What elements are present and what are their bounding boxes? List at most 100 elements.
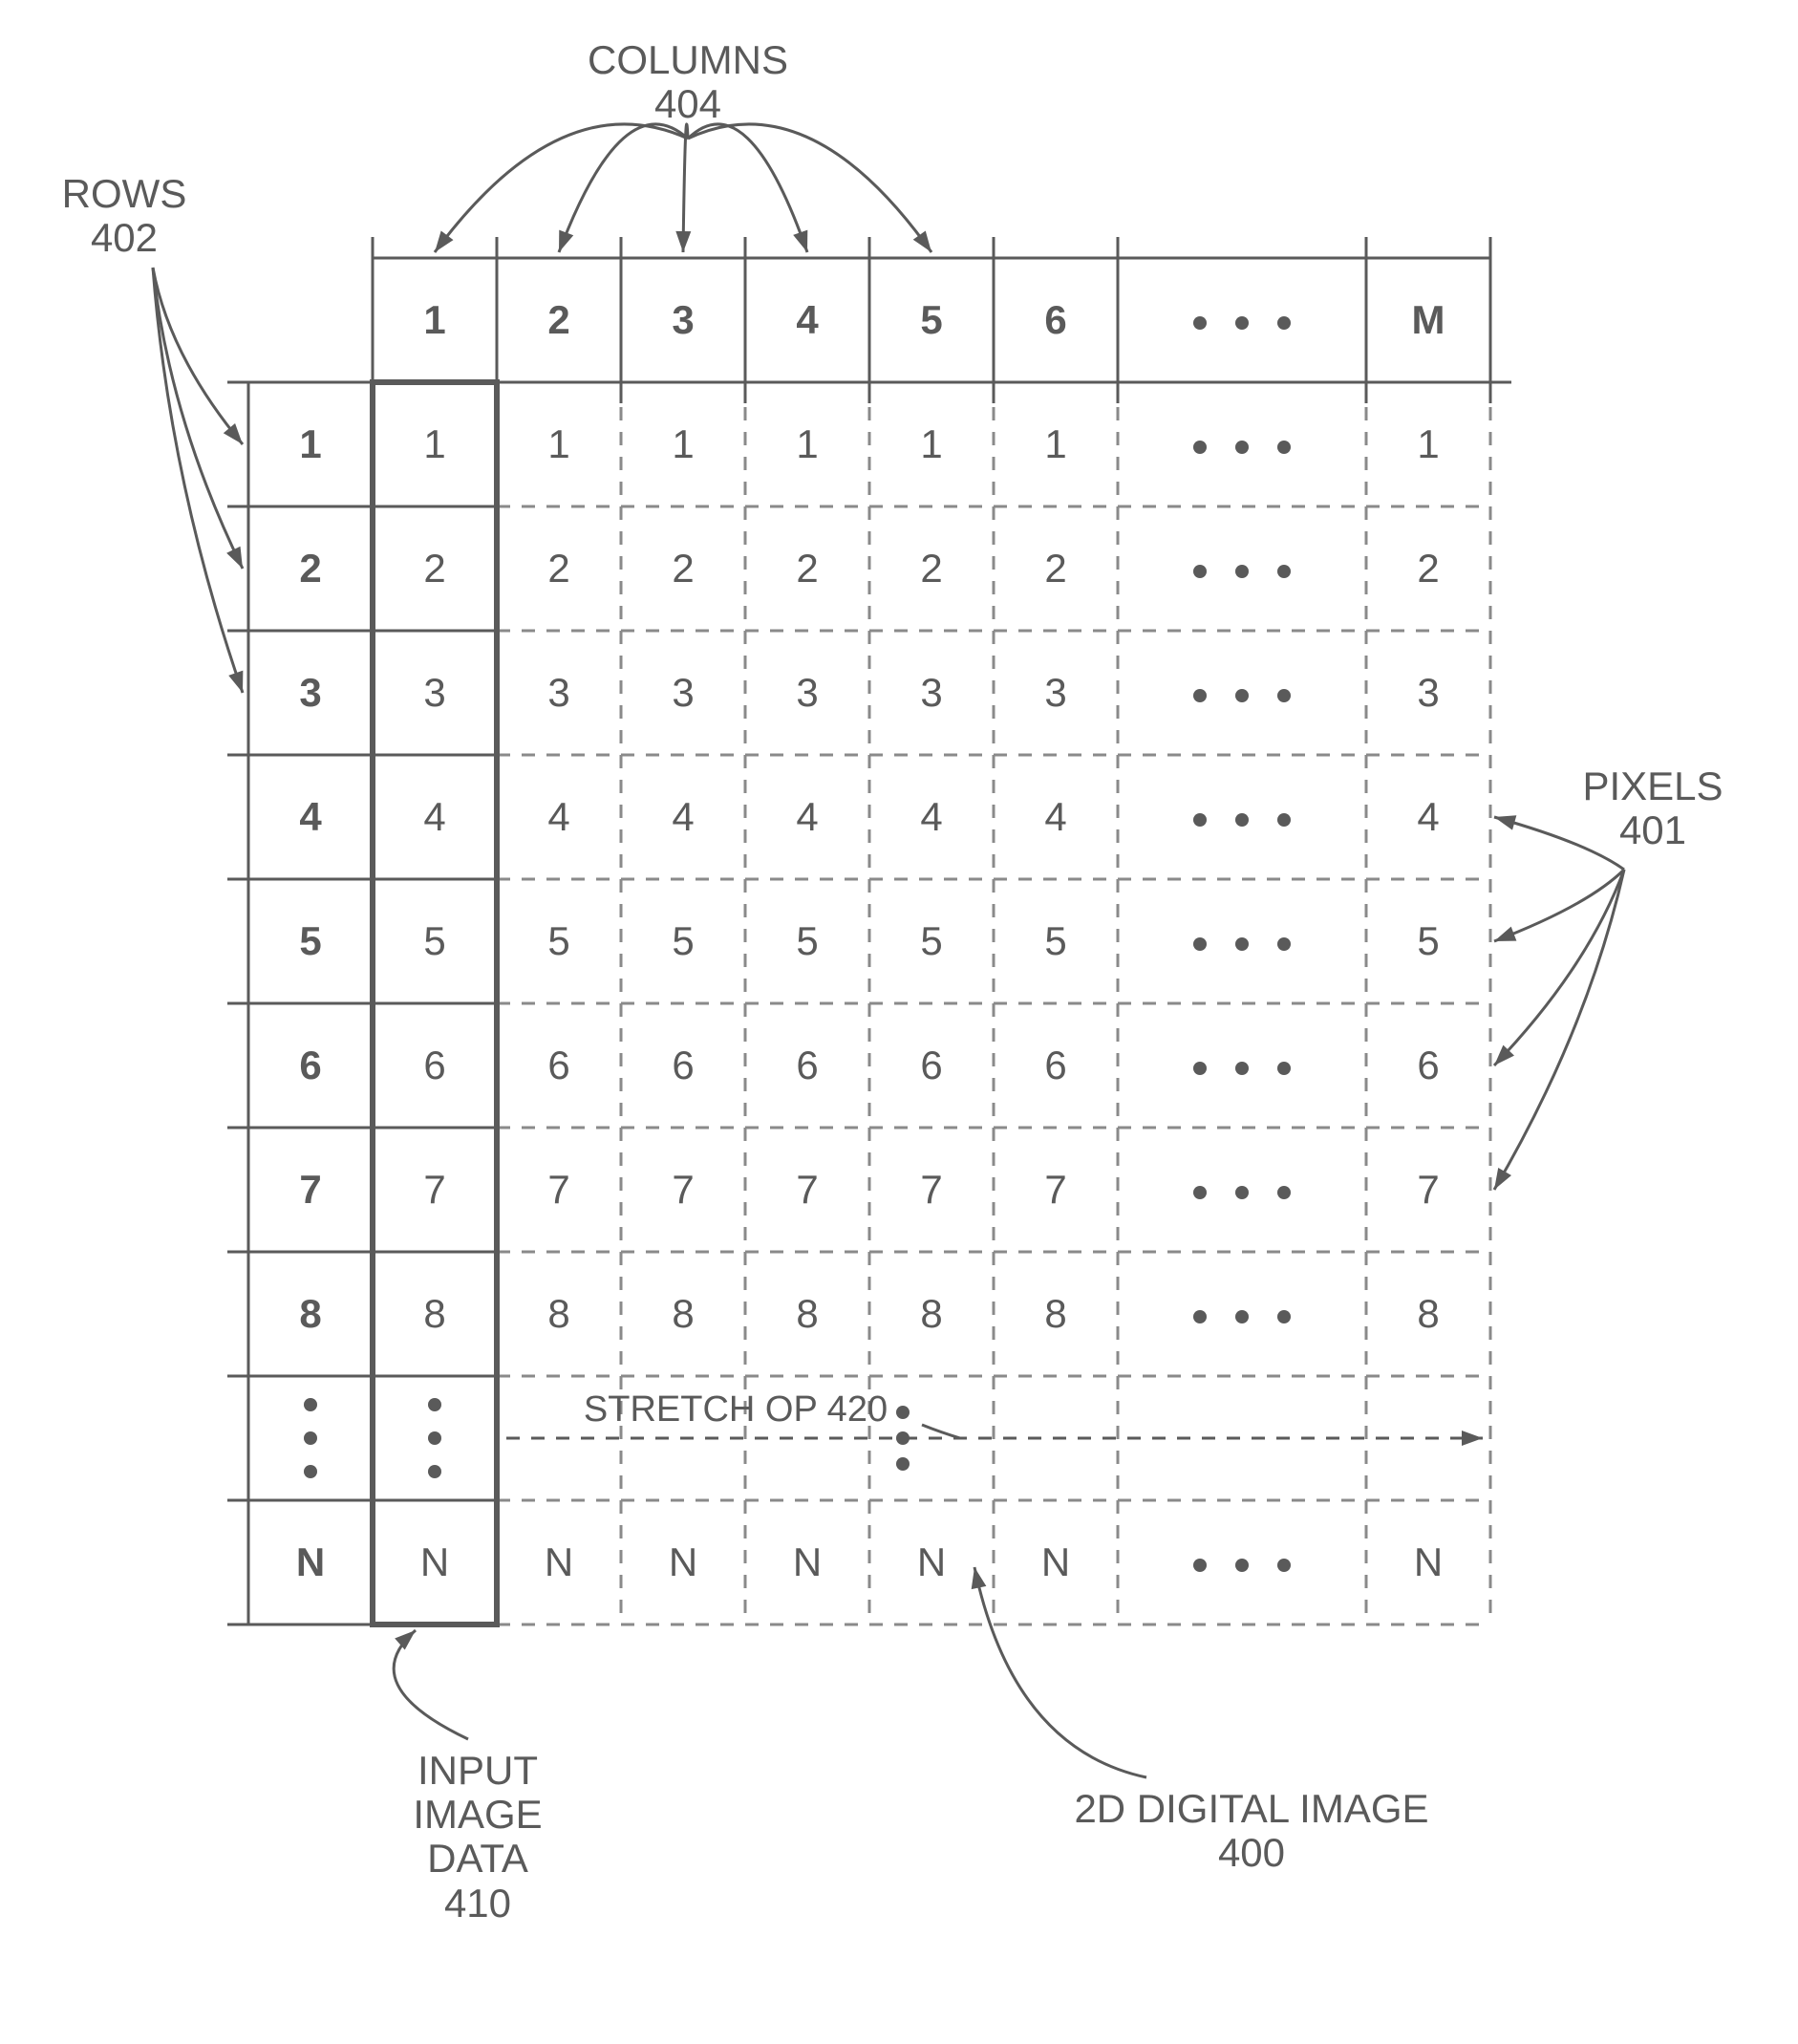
col-header: 6 — [994, 258, 1118, 382]
grid-cell-ellipsis-row — [621, 1376, 745, 1500]
grid-cell: 5 — [869, 879, 994, 1003]
grid-cell: N — [373, 1500, 497, 1624]
annot-input-l3: DATA — [353, 1837, 602, 1881]
grid-cell: 5 — [373, 879, 497, 1003]
grid-cell: 6 — [745, 1003, 869, 1128]
grid-cell: N — [869, 1500, 994, 1624]
grid-cell-ellipsis-row — [994, 1376, 1118, 1500]
grid-cell: 3 — [1366, 631, 1490, 755]
grid-cell: N — [497, 1500, 621, 1624]
grid-cell: 3 — [869, 631, 994, 755]
grid-cell: 3 — [373, 631, 497, 755]
col-header — [248, 258, 373, 382]
row-header — [248, 1376, 373, 1500]
grid-cell-ellipsis-col — [1118, 506, 1366, 631]
col-header: 1 — [373, 258, 497, 382]
grid-cell: 7 — [1366, 1128, 1490, 1252]
grid-cell: 2 — [373, 506, 497, 631]
grid-cell: 5 — [497, 879, 621, 1003]
grid-cell: 4 — [994, 755, 1118, 879]
grid-cell: 3 — [497, 631, 621, 755]
row-header: 6 — [248, 1003, 373, 1128]
grid-cell: 5 — [621, 879, 745, 1003]
grid-cell: 2 — [621, 506, 745, 631]
grid-cell: 2 — [869, 506, 994, 631]
grid-cell-ellipsis-col — [1118, 1500, 1366, 1624]
col-header: 2 — [497, 258, 621, 382]
grid-cell: 3 — [745, 631, 869, 755]
grid-cell: 7 — [497, 1128, 621, 1252]
annot-rows-l2: 402 — [19, 216, 229, 260]
grid-cell: 5 — [745, 879, 869, 1003]
figure-stage: COLUMNS 404 ROWS 402 PIXELS 401 INPUT IM… — [0, 0, 1798, 2044]
col-header: 4 — [745, 258, 869, 382]
grid-cell: N — [745, 1500, 869, 1624]
grid-cell: 2 — [745, 506, 869, 631]
row-header: 3 — [248, 631, 373, 755]
grid-cell-ellipsis-col — [1118, 755, 1366, 879]
grid-cell: 1 — [373, 382, 497, 506]
grid-cell: 5 — [994, 879, 1118, 1003]
grid-cell: 4 — [497, 755, 621, 879]
grid-cell-ellipsis-row — [1366, 1376, 1490, 1500]
grid-cell-ellipsis-row — [745, 1376, 869, 1500]
grid-cell: 8 — [869, 1252, 994, 1376]
annot-pixels: PIXELS 401 — [1529, 764, 1777, 852]
pixel-grid: 123456M111111112222222233333333444444445… — [248, 258, 1490, 1624]
grid-cell: 3 — [994, 631, 1118, 755]
grid-cell: 1 — [994, 382, 1118, 506]
row-header: 8 — [248, 1252, 373, 1376]
annot-2d-l2: 400 — [1013, 1831, 1490, 1875]
row-header: 7 — [248, 1128, 373, 1252]
grid-cell: 4 — [1366, 755, 1490, 879]
grid-cell: 8 — [994, 1252, 1118, 1376]
grid-cell: 6 — [1366, 1003, 1490, 1128]
grid-cell: 6 — [994, 1003, 1118, 1128]
grid-cell-ellipsis-row — [497, 1376, 621, 1500]
grid-cell-ellipsis-col — [1118, 1252, 1366, 1376]
grid-cell: 8 — [621, 1252, 745, 1376]
grid-cell: 1 — [869, 382, 994, 506]
grid-cell-ellipsis-col — [1118, 631, 1366, 755]
grid-cell: 8 — [1366, 1252, 1490, 1376]
grid-cell: N — [994, 1500, 1118, 1624]
row-header: 4 — [248, 755, 373, 879]
grid-cell: 4 — [621, 755, 745, 879]
annot-columns-l2: 404 — [497, 82, 879, 126]
grid-cell: 7 — [869, 1128, 994, 1252]
grid-cell-ellipsis-col — [1118, 382, 1366, 506]
grid-cell: 7 — [745, 1128, 869, 1252]
grid-cell-ellipsis-col — [1118, 879, 1366, 1003]
grid-cell: 7 — [373, 1128, 497, 1252]
row-header: 2 — [248, 506, 373, 631]
grid-cell: 6 — [373, 1003, 497, 1128]
grid-cell-ellipsis-row — [1118, 1376, 1366, 1500]
annot-rows-l1: ROWS — [19, 172, 229, 216]
annot-2d-l1: 2D DIGITAL IMAGE — [1013, 1787, 1490, 1831]
col-header: 5 — [869, 258, 994, 382]
annot-2d-image: 2D DIGITAL IMAGE 400 — [1013, 1787, 1490, 1875]
grid-cell: 2 — [994, 506, 1118, 631]
grid-cell: 8 — [497, 1252, 621, 1376]
grid-cell-ellipsis-row — [869, 1376, 994, 1500]
row-header: 5 — [248, 879, 373, 1003]
grid-cell: 1 — [745, 382, 869, 506]
row-header: N — [248, 1500, 373, 1624]
col-header — [1118, 258, 1366, 382]
annot-rows: ROWS 402 — [19, 172, 229, 260]
grid-cell: 4 — [745, 755, 869, 879]
grid-cell: 8 — [745, 1252, 869, 1376]
grid-cell: 6 — [497, 1003, 621, 1128]
grid-cell: 3 — [621, 631, 745, 755]
grid-cell: 8 — [373, 1252, 497, 1376]
col-header: M — [1366, 258, 1490, 382]
grid-cell: 4 — [869, 755, 994, 879]
grid-cell: 7 — [994, 1128, 1118, 1252]
grid-cell-ellipsis-col — [1118, 1128, 1366, 1252]
grid-cell: 1 — [497, 382, 621, 506]
grid-cell: 7 — [621, 1128, 745, 1252]
grid-cell: 6 — [869, 1003, 994, 1128]
grid-cell-ellipsis-row — [373, 1376, 497, 1500]
annot-pixels-l2: 401 — [1529, 808, 1777, 852]
grid-cell: 1 — [621, 382, 745, 506]
